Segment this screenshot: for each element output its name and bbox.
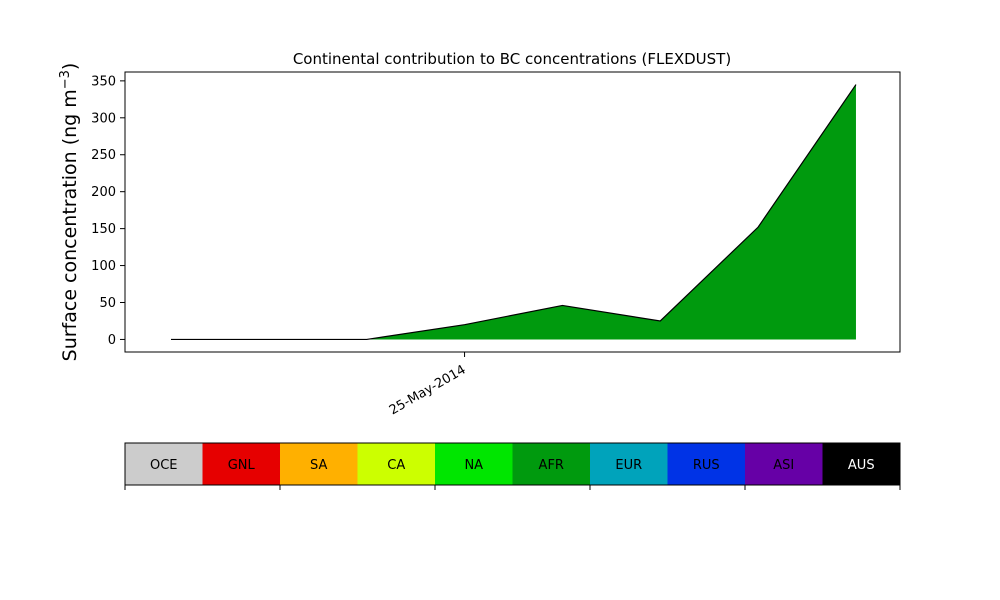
y-tick-label: 350 — [91, 74, 116, 89]
legend-swatch-gnl — [202, 443, 280, 485]
y-tick-label: 0 — [108, 333, 116, 348]
total-line-0 — [170, 84, 857, 341]
legend-label-ca: CA — [387, 458, 405, 473]
legend-label-sa: SA — [310, 458, 327, 473]
y-tick-label: 50 — [99, 296, 116, 311]
chart-title: Continental contribution to BC concentra… — [293, 50, 731, 68]
x-tick-label: 25-May-2014 — [387, 362, 469, 418]
y-axis-label-text: Surface concentration (ng m — [59, 89, 81, 361]
y-axis: 0 50 100 150 200 250 300 350 — [91, 74, 125, 348]
legend-label-afr: AFR — [539, 458, 564, 473]
legend-label-rus: RUS — [693, 458, 720, 473]
plot-frame — [124, 71, 901, 353]
legend-label-asi: ASI — [773, 458, 794, 473]
y-axis-label: Surface concentration (ng m−3) — [58, 63, 82, 362]
legend-swatch-afr — [512, 443, 590, 485]
x-axis: 25-May-2014 — [387, 352, 469, 418]
legend-swatch-ca — [357, 443, 435, 485]
legend-swatch-rus — [667, 443, 745, 485]
legend-label-gnl: GNL — [228, 458, 256, 473]
y-axis-label-unit: −3 — [58, 70, 73, 89]
y-tick-label: 250 — [91, 148, 116, 163]
legend-frame — [124, 442, 901, 486]
y-tick-label: 200 — [91, 185, 116, 200]
legend-swatch-aus — [822, 443, 900, 485]
legend-swatch-eur — [590, 443, 668, 485]
legend-label-na: NA — [464, 458, 483, 473]
legend-swatch-oce — [125, 443, 203, 485]
legend-label-eur: EUR — [615, 458, 642, 473]
legend-swatch-sa — [280, 443, 358, 485]
series-area-0 — [170, 84, 856, 340]
legend-label-oce: OCE — [150, 458, 178, 473]
legend-swatch-na — [435, 443, 513, 485]
legend-swatch-asi — [745, 443, 823, 485]
region-legend: OCE GNL SA CA NA AFR EUR RUS ASI AUS — [124, 442, 901, 490]
y-tick-label: 150 — [91, 222, 116, 237]
y-tick-label: 300 — [91, 111, 116, 126]
legend-label-aus: AUS — [848, 458, 875, 473]
plot-area — [124, 71, 901, 353]
y-axis-label-close: ) — [59, 63, 81, 70]
y-tick-label: 100 — [91, 259, 116, 274]
